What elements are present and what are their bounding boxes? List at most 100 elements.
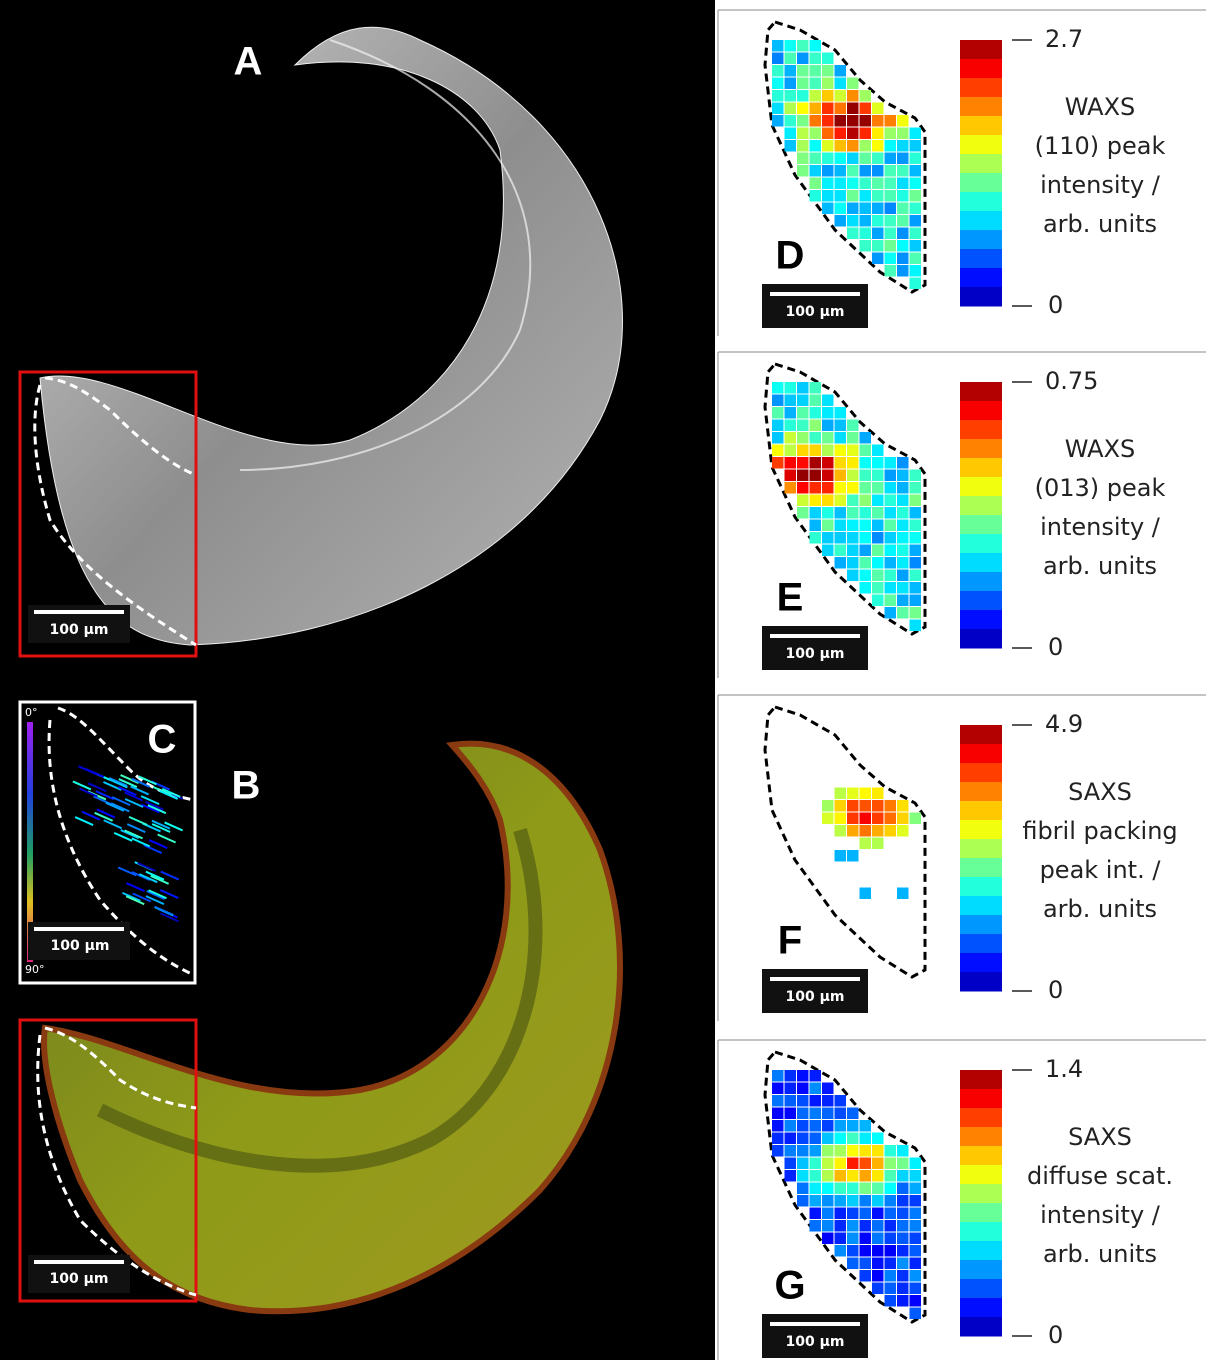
map-cell [897, 520, 909, 532]
map-cell [810, 103, 822, 115]
colorbar-segment [960, 972, 1002, 992]
colorbar-segment [960, 78, 1002, 98]
map-cell [835, 445, 847, 457]
colorbar-label: SAXS [1068, 778, 1132, 806]
map-cell [835, 178, 847, 190]
map-cell [897, 1283, 909, 1295]
map-cell [885, 470, 897, 482]
colorbar-segment [960, 420, 1002, 440]
panel-letter: F [778, 919, 802, 963]
map-cell [835, 1170, 847, 1182]
map-cell [885, 215, 897, 227]
map-cell [822, 482, 834, 494]
map-cell [810, 395, 822, 407]
map-cell [885, 240, 897, 252]
map-cell [772, 1108, 784, 1120]
map-cell [872, 557, 884, 569]
map-cell [872, 1245, 884, 1257]
map-cell [810, 432, 822, 444]
map-cell [910, 582, 922, 594]
map-cell [785, 78, 797, 90]
map-cell [897, 1295, 909, 1307]
map-cell [885, 495, 897, 507]
map-cell [847, 420, 859, 432]
map-cell [860, 582, 872, 594]
colorbar-label: SAXS [1068, 1123, 1132, 1151]
map-cell [772, 40, 784, 52]
map-cell [847, 1195, 859, 1207]
map-cell [810, 190, 822, 202]
map-cell [910, 240, 922, 252]
map-cell [847, 78, 859, 90]
map-cell [822, 1233, 834, 1245]
map-cell [872, 545, 884, 557]
map-cell [897, 178, 909, 190]
map-cell [785, 90, 797, 102]
map-cell [810, 140, 822, 152]
map-cell [835, 1095, 847, 1107]
colorbar-label: peak int. / [1040, 856, 1162, 884]
map-cell [822, 432, 834, 444]
map-cell [885, 228, 897, 240]
map-cell [860, 557, 872, 569]
map-cell [847, 1183, 859, 1195]
colorbar-segment [960, 515, 1002, 535]
map-cell [860, 1208, 872, 1220]
map-cell [822, 1208, 834, 1220]
map-cell [847, 1258, 859, 1270]
map-cell [860, 1245, 872, 1257]
colorbar-segment [960, 896, 1002, 916]
map-cell [885, 1295, 897, 1307]
map-cell [822, 1195, 834, 1207]
colorbar-segment [960, 116, 1002, 136]
map-cell [885, 1258, 897, 1270]
map-cell [872, 215, 884, 227]
map-cell [872, 228, 884, 240]
map-cell [872, 1158, 884, 1170]
map-cell [910, 607, 922, 619]
map-cell [872, 240, 884, 252]
colorbar-segment [960, 173, 1002, 193]
map-cell [860, 520, 872, 532]
colorbar-segment [960, 40, 1002, 60]
colorbar-segment [960, 572, 1002, 592]
map-cell [847, 178, 859, 190]
map-cell [822, 813, 834, 825]
colorbar-segment [960, 553, 1002, 573]
map-cell [810, 382, 822, 394]
map-panels: 2.70WAXS(110) peakintensity /arb. unitsD… [718, 10, 1206, 1360]
map-cell [797, 1195, 809, 1207]
map-cell [835, 813, 847, 825]
map-cell [885, 800, 897, 812]
map-cell [897, 265, 909, 277]
map-cell [822, 190, 834, 202]
map-cell [910, 253, 922, 265]
map-cell [897, 582, 909, 594]
map-cell [872, 482, 884, 494]
map-cell [885, 128, 897, 140]
colorbar-label: arb. units [1043, 1240, 1157, 1268]
map-cell [847, 495, 859, 507]
map-cell [860, 203, 872, 215]
map-cell [835, 128, 847, 140]
map-cell [885, 570, 897, 582]
map-cell [872, 115, 884, 127]
map-cell [910, 813, 922, 825]
colorbar-segment [960, 1184, 1002, 1204]
map-cell [847, 1170, 859, 1182]
map-cell [785, 1083, 797, 1095]
map-cell [810, 1195, 822, 1207]
map-cell [872, 1208, 884, 1220]
map-cell [785, 40, 797, 52]
map-cell [897, 240, 909, 252]
map-cell [910, 1258, 922, 1270]
map-cell [910, 482, 922, 494]
map-cell [772, 53, 784, 65]
colorbar-max: 0.75 [1045, 367, 1098, 395]
colorbar-segment [960, 839, 1002, 859]
map-cell [910, 495, 922, 507]
map-cell [897, 1233, 909, 1245]
map-cell [872, 788, 884, 800]
map-cell [810, 1133, 822, 1145]
map-cell [810, 1120, 822, 1132]
